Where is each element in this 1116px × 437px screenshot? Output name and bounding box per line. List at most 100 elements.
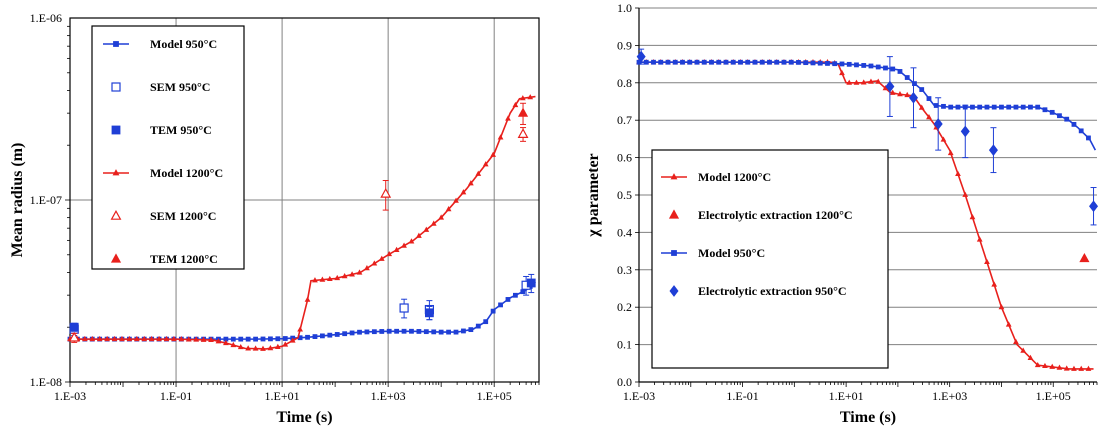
series-marker [1049,363,1056,369]
series-marker [1013,338,1019,344]
series-marker [853,79,860,85]
series-marker [1085,365,1092,371]
series-marker [875,64,881,70]
y-tick-label: 0.8 [617,76,632,90]
series-marker [955,170,961,176]
legend-marker [110,253,122,263]
series-marker [890,66,896,72]
series-marker [260,336,266,342]
series-marker [193,336,200,342]
series-marker [401,328,407,334]
series-marker [312,277,318,283]
legend-label: SEM 1200°C [150,209,216,223]
series-marker [651,59,656,65]
series-marker [1020,104,1026,110]
series-marker [897,69,903,74]
x-tick-label: 1.E+05 [1036,389,1071,403]
series-marker [817,60,823,66]
series-marker [723,59,729,65]
data-point [885,80,895,93]
series-marker [912,81,917,87]
series-marker [759,59,765,65]
legend-box [651,149,889,369]
series-marker [438,329,444,335]
series-marker [267,344,274,351]
y-tick-label: 0.5 [617,188,632,202]
series-marker [941,103,946,109]
series-marker [104,335,110,342]
series-marker [126,335,133,342]
series-marker [81,335,88,342]
series-marker [378,255,385,261]
series-3 [636,48,1099,226]
series-marker [999,104,1004,110]
series-marker [171,335,177,342]
series-marker [505,297,511,302]
series-marker [976,236,983,242]
legend-marker [668,209,680,219]
series-marker [658,59,664,65]
x-tick-label: 1.E-03 [54,389,86,403]
series-marker [223,339,229,346]
series-marker [1078,365,1085,371]
series-marker [349,330,355,336]
series-marker [520,289,526,295]
series-marker [1006,104,1012,110]
legend: Model 1200°C Electrolytic extraction 1200… [651,149,889,369]
series-marker [1013,104,1019,110]
series-marker [178,336,185,342]
series-4 [68,127,529,343]
series-marker [832,61,838,67]
series-marker [1056,364,1063,370]
series-marker [475,170,482,176]
y-tick-label: 0.1 [617,338,632,352]
x-tick-label: 1.E-01 [726,389,758,403]
y-tick-label: 0.2 [617,300,632,314]
series-marker [483,319,489,325]
x-tick-label: 1.E+03 [932,389,967,403]
y-tick-label: 1.E-07 [30,193,62,207]
series-marker [423,329,429,335]
series-marker [245,336,251,342]
series-marker [319,276,326,282]
series-marker [305,334,310,340]
series-marker [200,336,207,342]
series-marker [796,59,801,65]
series-marker [133,335,140,342]
x-tick-label: 1.E+03 [371,389,406,403]
series-marker [955,104,961,110]
series-marker [730,59,736,65]
legend-label: Model 950°C [150,37,217,51]
series-marker [416,329,422,334]
series-marker [453,197,459,203]
series-marker [156,335,162,342]
series-marker [854,62,859,68]
data-point [933,118,943,130]
series-marker [498,302,503,308]
x-tick-label: 1.E-01 [160,389,192,403]
series-marker [839,61,845,67]
series-marker [141,335,148,342]
series-marker [512,101,519,108]
series-marker [364,265,370,271]
series-marker [446,329,451,335]
series-marker [215,338,222,344]
series-marker [237,343,244,350]
series-marker [1042,107,1048,113]
series-marker [512,292,518,298]
series-marker [672,59,678,65]
series-marker [825,61,830,66]
series-marker [846,61,852,67]
series-marker [991,104,997,110]
series-marker [282,341,289,347]
series-marker [423,226,430,232]
series-marker [919,87,925,92]
series-marker [1035,104,1041,110]
series-marker [1042,362,1048,369]
series-marker [238,336,244,342]
data-layer [636,48,1099,371]
series-marker [716,59,722,65]
series-marker [868,78,874,84]
series-marker [274,343,281,350]
series-marker [1020,347,1027,353]
